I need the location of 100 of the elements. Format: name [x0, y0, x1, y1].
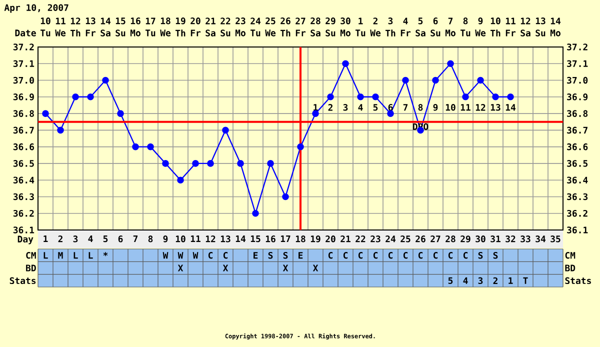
text: C — [208, 252, 213, 259]
x-tick-label: 16 — [266, 236, 276, 242]
text: 4 — [463, 277, 468, 284]
annotation: 10 — [446, 104, 456, 111]
text: Tu — [250, 30, 260, 36]
y-tick-label: 36.7 — [13, 126, 34, 134]
x-tick-label: 31 — [490, 236, 500, 242]
x-tick-label: 23 — [236, 18, 246, 24]
x-tick-label: 21 — [340, 236, 350, 242]
annotation: 12 — [476, 104, 486, 111]
text: C — [358, 252, 363, 259]
text: Tu — [356, 30, 366, 36]
text: Su — [220, 30, 230, 36]
y2-tick-label: 36.2 — [567, 210, 588, 217]
point — [357, 94, 364, 100]
x-tick-label: 24 — [250, 18, 261, 24]
text: C — [373, 252, 378, 259]
annotation: 8 — [418, 104, 423, 111]
x-tick-label: 11 — [56, 18, 66, 24]
point — [162, 160, 169, 167]
x-tick-label: 3 — [73, 236, 78, 242]
point — [87, 94, 94, 100]
y-tick-label: BD — [26, 264, 36, 272]
x-tick-label: 22 — [220, 18, 230, 24]
x-tick-label: 20 — [190, 18, 200, 24]
y-tick-label: 36.9 — [13, 93, 34, 100]
x-tick-label: 6 — [118, 236, 123, 242]
text: 3 — [478, 277, 483, 284]
text: Tu — [146, 30, 156, 36]
x-tick-label: 11 — [190, 236, 200, 242]
text: X — [282, 264, 288, 272]
text: Th — [280, 30, 290, 36]
text: Fr — [506, 30, 516, 36]
text: 1 — [508, 277, 513, 284]
x-tick-label: 14 — [236, 236, 246, 242]
x-tick-label: 14 — [550, 18, 561, 24]
x-tick-label: 16 — [130, 18, 140, 24]
annotation: 9 — [433, 104, 438, 111]
y-tick-label: Date — [15, 30, 36, 36]
x-tick-label: 11 — [506, 18, 516, 24]
y-tick-label: CM — [26, 252, 36, 259]
y2-tick-label: Stats — [565, 277, 591, 284]
x-tick-label: 7 — [133, 236, 138, 242]
point — [207, 160, 214, 167]
x-tick-label: 3 — [388, 18, 393, 24]
text: Fr — [400, 30, 411, 36]
x-tick-label: 30 — [340, 18, 350, 24]
text: Th — [386, 30, 396, 36]
text: M — [58, 252, 63, 259]
annotation: 11 — [460, 104, 470, 111]
y-tick-label: Stats — [10, 277, 36, 284]
point — [177, 176, 184, 184]
text: C — [463, 252, 468, 259]
y-tick-label: 36.2 — [13, 210, 34, 217]
text: S — [478, 252, 483, 259]
y2-tick-label: 37.2 — [567, 44, 588, 50]
text: L — [44, 252, 48, 259]
y2-tick-label: 36.6 — [567, 143, 588, 150]
y2-tick-label: 36.9 — [567, 93, 588, 100]
point — [342, 60, 349, 68]
y2-tick-label: 36.1 — [567, 226, 588, 234]
point — [192, 160, 199, 167]
text: T — [523, 277, 528, 284]
x-tick-label: 12 — [520, 18, 530, 24]
x-tick-label: 27 — [296, 18, 306, 24]
text: C — [388, 252, 393, 259]
point — [372, 94, 379, 100]
annotation: 2 — [328, 104, 332, 111]
x-tick-label: 10 — [490, 18, 500, 24]
text: We — [55, 30, 66, 36]
text: Su — [326, 30, 336, 36]
chart-title: Apr 10, 2007 — [4, 4, 68, 13]
point — [477, 76, 484, 84]
point — [297, 143, 304, 150]
point — [492, 94, 499, 100]
text: C — [403, 252, 408, 259]
x-tick-label: 29 — [460, 236, 470, 242]
text: Su — [536, 30, 546, 36]
x-tick-label: 2 — [373, 18, 378, 24]
x-tick-label: 34 — [536, 236, 546, 242]
x-tick-label: 18 — [160, 18, 170, 24]
point — [462, 94, 469, 100]
y2-tick-label: 37.0 — [567, 76, 588, 84]
point — [147, 143, 154, 150]
point — [507, 94, 514, 100]
x-tick-label: 28 — [446, 236, 456, 242]
y-tick-label: 36.5 — [13, 160, 34, 167]
y2-tick-label: 36.4 — [567, 176, 588, 184]
point — [132, 143, 139, 150]
x-tick-label: 27 — [430, 236, 440, 242]
y2-tick-label: 36.8 — [567, 110, 588, 117]
x-axis-title: Day — [18, 236, 34, 244]
y2-tick-label: CM — [565, 252, 576, 259]
x-tick-label: 33 — [520, 236, 530, 242]
point — [117, 110, 124, 117]
x-tick-label: 20 — [326, 236, 336, 242]
point — [102, 76, 109, 84]
text: X — [312, 264, 318, 272]
x-tick-label: 10 — [176, 236, 186, 242]
text: Fr — [86, 30, 96, 36]
